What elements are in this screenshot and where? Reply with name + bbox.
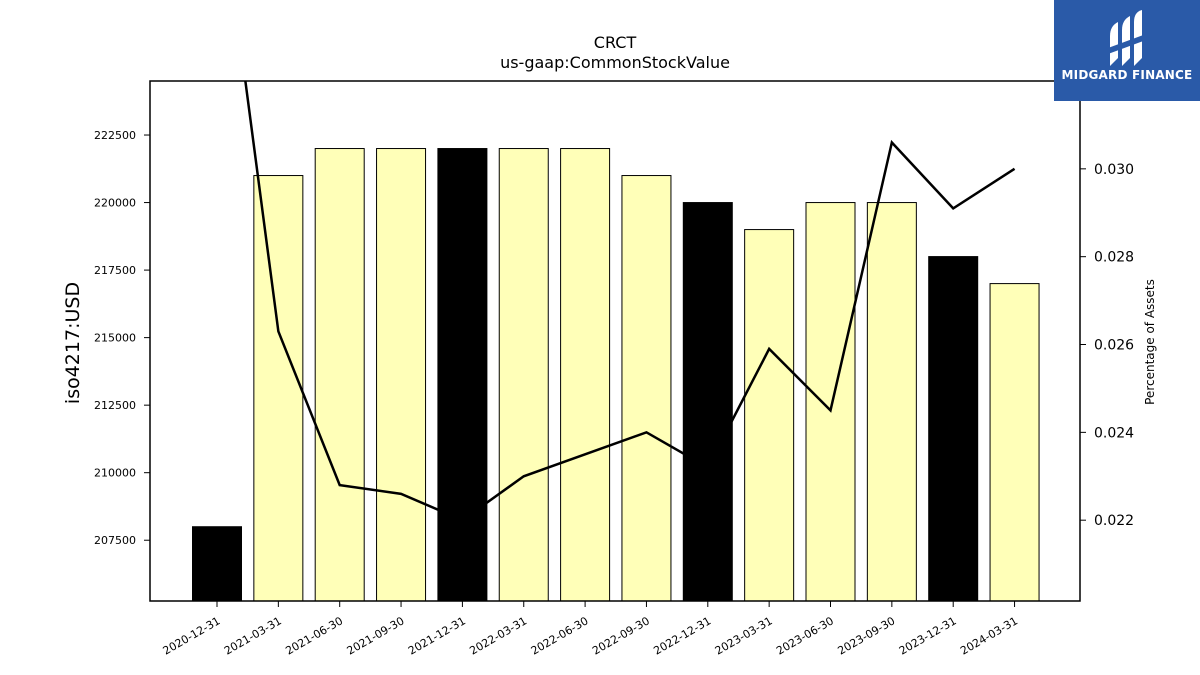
y2-tick-label: 0.028 [1094, 250, 1134, 266]
y-axis-right: 0.022 0.024 0.026 0.028 0.030 [1080, 162, 1134, 529]
y2-axis-label: Percentage of Assets [1143, 279, 1157, 405]
bar [253, 175, 304, 602]
plot-frame [149, 80, 1081, 602]
y-tick-label: 217500 [94, 264, 136, 277]
bar [621, 175, 672, 602]
x-tick-label: 2023-03-31 [713, 614, 775, 657]
x-tick-label: 2022-03-31 [467, 614, 529, 657]
bar [744, 229, 795, 602]
y-tick-label: 215000 [94, 332, 136, 345]
y-axis-label: iso4217:USD [62, 282, 84, 404]
x-axis: 2020-12-31 2021-03-31 2021-06-30 2021-09-30… [161, 601, 1020, 658]
x-tick-label: 2023-06-30 [774, 614, 836, 657]
y-tick-label: 210000 [94, 467, 136, 480]
line-layer [244, 81, 1016, 522]
midgard-logo-icon [1108, 10, 1146, 66]
bar [498, 148, 549, 602]
bar [437, 148, 488, 602]
x-tick-label: 2023-12-31 [897, 614, 959, 657]
bar [928, 256, 979, 602]
bar [682, 202, 733, 602]
brand-logo: MIDGARD FINANCE [1054, 0, 1200, 101]
bar-group [192, 148, 1040, 602]
x-tick-label: 2020-12-31 [161, 614, 223, 657]
bar [866, 202, 917, 602]
y-tick-label: 222500 [94, 129, 136, 142]
percentage-line [244, 81, 1016, 522]
y-tick-label: 212500 [94, 399, 136, 412]
bar [376, 148, 427, 602]
x-tick-label: 2022-06-30 [529, 614, 591, 657]
y-axis-left: 207500 210000 212500 215000 217500 220000 2225… [94, 129, 150, 547]
bar [314, 148, 365, 602]
x-tick-label: 2022-12-31 [651, 614, 713, 657]
x-tick-label: 2024-03-31 [958, 614, 1020, 657]
y2-tick-label: 0.030 [1094, 162, 1134, 178]
x-tick-label: 2021-06-30 [283, 614, 345, 657]
logo-text: MIDGARD FINANCE [1061, 68, 1193, 82]
x-tick-label: 2021-12-31 [406, 614, 468, 657]
chart-subtitle: us-gaap:CommonStockValue [500, 53, 730, 72]
x-tick-label: 2022-09-30 [590, 614, 652, 657]
y2-tick-label: 0.022 [1094, 513, 1134, 529]
y-tick-label: 220000 [94, 197, 136, 210]
x-tick-label: 2023-09-30 [835, 614, 897, 657]
y2-tick-label: 0.026 [1094, 338, 1134, 354]
y2-tick-label: 0.024 [1094, 425, 1134, 441]
bar [989, 283, 1040, 602]
bar [560, 148, 611, 602]
x-tick-label: 2021-03-31 [222, 614, 284, 657]
x-tick-label: 2021-09-30 [345, 614, 407, 657]
y-tick-label: 207500 [94, 534, 136, 547]
bar [805, 202, 856, 602]
chart-title: CRCT [594, 33, 637, 52]
bar [192, 526, 242, 602]
